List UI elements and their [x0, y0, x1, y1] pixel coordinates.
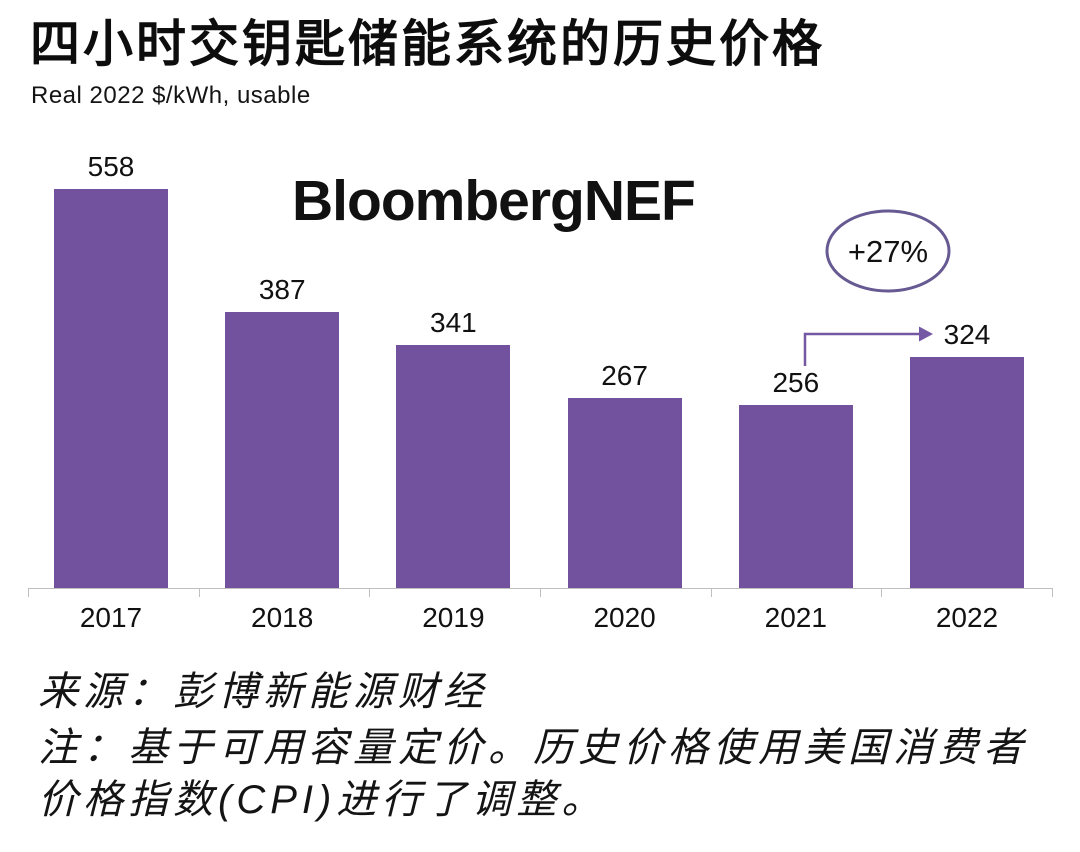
chart-title: 四小时交钥匙储能系统的历史价格	[30, 16, 825, 72]
bar-value-label-2017: 558	[87, 151, 135, 182]
chart-subtitle: Real 2022 $/kWh, usable	[31, 82, 311, 109]
bar-2021	[738, 405, 853, 589]
bar-2022	[910, 357, 1024, 589]
x-axis-tick	[198, 588, 200, 597]
bar-value-label-2021: 256	[772, 367, 820, 398]
x-axis-tick	[881, 588, 883, 597]
bar-value-label-2020: 267	[601, 360, 648, 391]
x-axis-label-2020: 2020	[593, 602, 656, 633]
bar-2019	[396, 345, 511, 589]
bar-value-label-2019: 341	[430, 307, 477, 338]
x-axis-label-2019: 2019	[422, 602, 485, 633]
bar-2018	[225, 312, 340, 589]
footnote: 注：基于可用容量定价。历史价格使用美国消费者价格指数(CPI)进行了调整。	[38, 726, 1028, 822]
x-axis-label-2022: 2022	[935, 602, 999, 633]
bar-value-label-2022: 324	[943, 319, 991, 350]
bar-2017	[54, 189, 168, 589]
x-axis-tick	[540, 588, 541, 597]
x-axis-tick	[1052, 588, 1053, 597]
x-axis-label-2017: 2017	[79, 602, 143, 633]
x-axis-tick	[369, 588, 371, 597]
x-axis-tick	[710, 588, 712, 597]
x-axis-label-2018: 2018	[251, 602, 314, 633]
bar-2020	[567, 398, 682, 589]
x-axis-tick	[28, 588, 29, 597]
x-axis-label-2021: 2021	[764, 602, 827, 633]
bar-value-label-2018: 387	[258, 274, 306, 305]
bloombergnef-watermark: BloombergNEF	[292, 169, 696, 233]
source-note: 来源：彭博新能源财经	[38, 670, 488, 714]
